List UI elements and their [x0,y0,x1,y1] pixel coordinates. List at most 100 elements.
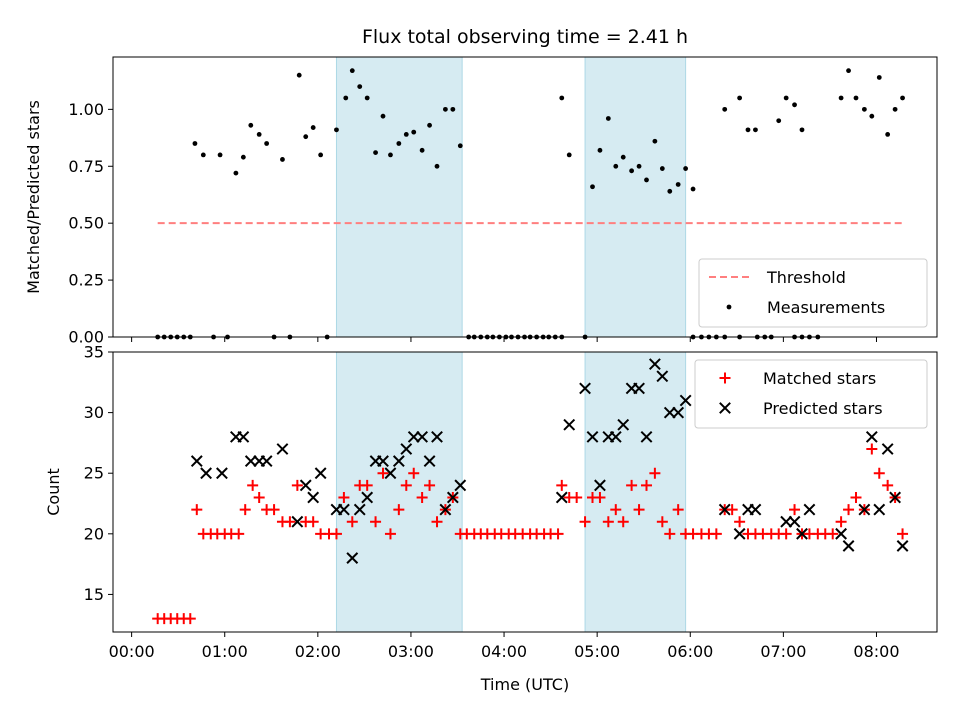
y-tick-label: 1.00 [68,100,104,119]
data-point [423,455,436,467]
data-point [377,467,389,479]
data-point [586,430,599,443]
data-point [885,131,891,137]
ratio-panel: 0.00 0.25 0.50 0.75 1.00 Matched/Predicted s… [24,56,938,347]
data-point [400,443,413,455]
data-point [314,467,327,480]
data-point [457,143,463,149]
data-point [726,504,738,516]
data-point [427,122,432,128]
data-point [330,528,342,540]
data-point [648,358,661,371]
x-tick-label: 06:00 [667,642,713,661]
data-point [590,184,595,190]
data-point [303,134,309,140]
data-point [753,127,758,133]
data-point [835,527,848,540]
data-point [240,154,246,160]
data-point [247,479,259,491]
data-point [672,406,685,419]
data-point [419,147,425,153]
data-point [431,430,443,443]
data-point [641,479,653,491]
data-point [881,443,894,455]
x-tick-label: 05:00 [574,642,620,661]
data-point [370,516,382,528]
data-point [200,467,213,480]
data-point [307,516,319,528]
data-point [675,182,681,187]
data-point [609,430,622,443]
x-tick-label: 02:00 [295,642,341,661]
data-point [710,528,722,540]
data-point [783,95,789,101]
legend-swatch [719,402,731,414]
legend-label: Matched stars [763,369,876,388]
legend-swatch [719,372,731,384]
ratio-panel-frame [112,56,938,338]
data-point [788,515,801,528]
data-point [838,95,844,101]
data-point [873,467,885,479]
data-point [563,418,576,431]
data-point [233,528,245,540]
data-point [664,528,676,540]
data-point [866,443,878,455]
y-tick-label: 30 [84,403,104,422]
data-point [846,68,851,74]
data-point [239,504,251,516]
data-point [253,491,265,503]
data-point [827,528,839,540]
data-point [571,491,583,503]
data-point [276,443,289,455]
data-point [384,467,397,480]
data-point [268,504,280,516]
data-point [291,479,303,491]
data-point [640,430,653,443]
y-tick-label: 0.25 [68,271,104,290]
data-point [617,418,630,431]
data-point [256,131,262,137]
data-point [291,515,304,528]
data-point [613,163,619,169]
count-panel-marks [152,358,909,625]
x-tick-label: 01:00 [202,642,248,661]
data-point [434,163,440,169]
data-point [626,479,638,491]
data-point [652,138,658,144]
count-panel-shaded-intervals [335,351,687,633]
data-point [683,166,689,171]
data-point [722,106,728,112]
data-point [439,503,452,516]
data-point [734,516,746,528]
data-point [659,166,665,171]
data-point [594,491,606,503]
count-panel-frame [112,351,938,633]
data-point [361,491,374,504]
legend-box [694,359,928,429]
data-point [357,84,363,89]
data-point [334,127,339,133]
data-point [776,118,782,124]
data-point [299,479,312,492]
data-point [566,152,572,158]
series-matched-stars [152,443,909,625]
ratio-panel-ylabel: Matched/Predicted stars [24,100,43,294]
data-point [679,394,692,407]
data-point [296,72,302,78]
data-point [633,504,645,516]
data-point [280,157,285,162]
data-point [190,455,203,467]
x-axis-label: Time (UTC) [480,675,569,694]
data-point [407,430,420,443]
data-point [796,527,808,540]
data-point [620,154,626,160]
data-point [446,491,459,504]
data-point [873,503,886,516]
data-point [644,177,649,183]
data-point [897,528,909,540]
data-point [718,503,731,516]
data-point [373,150,378,156]
data-point [617,516,629,528]
